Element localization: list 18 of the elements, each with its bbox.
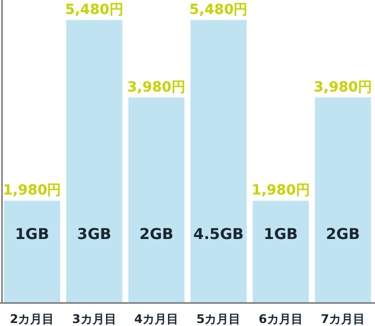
data-label: 1,980円 — [252, 182, 310, 199]
x-tick-label: 2カ月目 — [10, 312, 54, 326]
data-label: 3,980円 — [127, 79, 186, 96]
data-label: 3,980円 — [314, 79, 372, 96]
x-tick-label: 3カ月目 — [72, 312, 116, 326]
annotation: 1GB — [264, 225, 298, 243]
annotation: 4.5GB — [193, 225, 244, 243]
x-tick-label: 6カ月目 — [258, 312, 303, 326]
x-tick-label: 7カ月目 — [320, 312, 366, 326]
x-tick-label: 4カ月目 — [134, 312, 179, 326]
annotation: 2GB — [139, 225, 174, 243]
annotation: 1GB — [14, 225, 50, 243]
x-tick-label: 5カ月目 — [196, 312, 241, 326]
data-label: 5,480円 — [189, 2, 248, 18]
data-label: 5,480円 — [65, 2, 124, 18]
annotation: 3GB — [77, 225, 112, 243]
annotation: 2GB — [326, 225, 360, 243]
data-label: 1,980円 — [2, 182, 62, 199]
